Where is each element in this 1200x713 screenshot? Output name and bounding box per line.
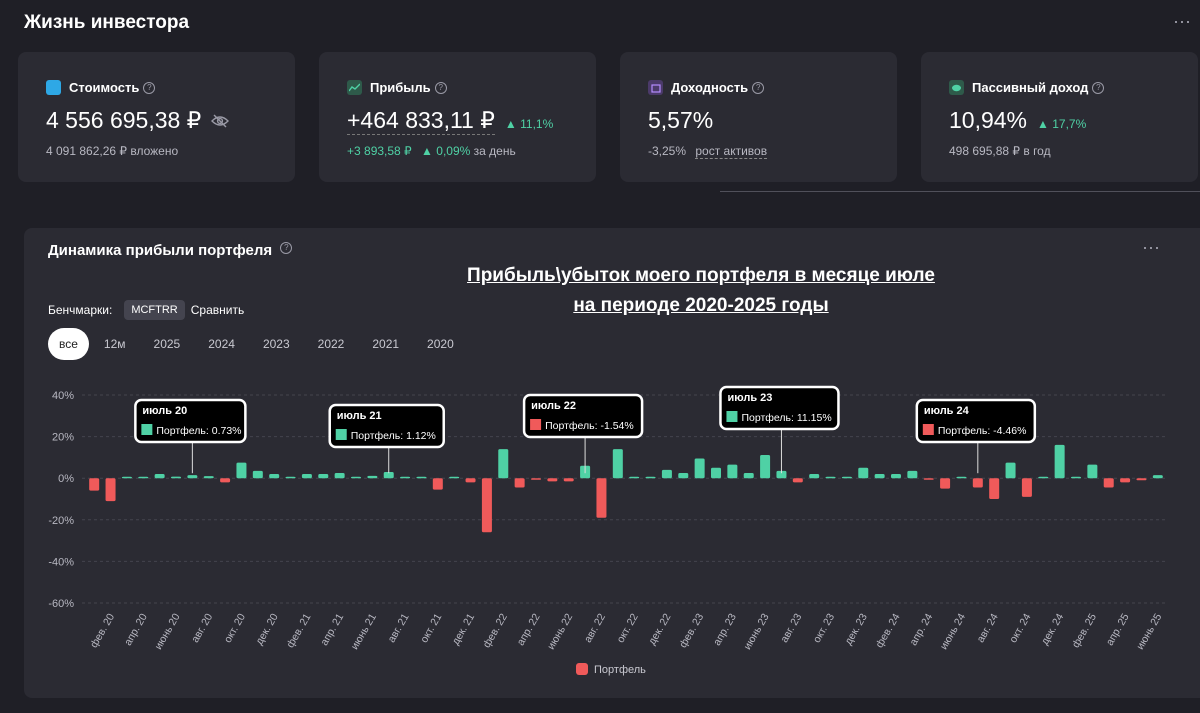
up-arrow-icon: ▲ (421, 144, 433, 158)
asset-growth-link[interactable]: рост активов (695, 144, 768, 159)
benchmark-chip[interactable]: MCFTRR (124, 300, 185, 320)
annotation: Прибыль\убыток моего портфеля в месяце и… (416, 261, 986, 321)
panel-title: Динамика прибыли портфеля (48, 242, 273, 259)
compare-button[interactable]: Сравнить (190, 303, 245, 317)
annotation-line-1: Прибыль\убыток моего портфеля в месяце и… (467, 265, 935, 286)
profit-value: +464 833,11 ₽ (347, 107, 495, 135)
card-label: Доходность (671, 80, 749, 95)
piggy-bank-icon (949, 80, 964, 95)
help-icon[interactable]: ? (280, 242, 293, 254)
benchmarks-label: Бенчмарки: (48, 303, 113, 317)
card-profit: Прибыль ? +464 833,11 ₽ ▲ 11,1% +3 893,5… (319, 52, 596, 182)
period-tab-2021[interactable]: 2021 (372, 337, 400, 351)
help-icon[interactable]: ? (752, 81, 765, 94)
wallet-icon (46, 80, 61, 95)
period-tab-2025[interactable]: 2025 (153, 337, 181, 351)
profit-delta: 11,1% (520, 117, 554, 131)
passive-income-value: 10,94% (949, 107, 1028, 133)
up-arrow-icon: ▲ (1037, 117, 1049, 131)
page-title: Жизнь инвестора (24, 12, 190, 33)
period-tab-2022[interactable]: 2022 (317, 337, 345, 351)
hide-eye-icon[interactable] (211, 114, 230, 128)
help-icon[interactable]: ? (1092, 81, 1105, 94)
day-suffix: за день (473, 144, 516, 158)
calendar-icon (648, 80, 663, 95)
card-label: Пассивный доход (972, 80, 1089, 95)
day-delta: 0,09% (436, 144, 471, 158)
card-value: Стоимость ? 4 556 695,38 ₽ 4 091 862,26 … (18, 52, 295, 182)
period-tab-2024[interactable]: 2024 (208, 337, 235, 351)
card-yield: Доходность ? 5,57% -3,25% рост активов (620, 52, 897, 182)
yield-sub-value: -3,25% (648, 144, 687, 158)
portfolio-value: 4 556 695,38 ₽ (46, 107, 202, 133)
period-tabs: все 12м 2025 2024 2023 2022 2021 2020 (48, 328, 469, 360)
up-arrow-icon: ▲ (504, 117, 517, 131)
chart-icon (347, 80, 362, 95)
panel-more-icon[interactable]: ⋯ (1142, 238, 1161, 258)
profit-dynamics-panel: Динамика прибыли портфеля ? ⋯ Прибыль\уб… (24, 228, 1200, 698)
passive-income-year: 498 695,88 ₽ в год (949, 144, 1051, 158)
period-tab-all[interactable]: все (48, 328, 89, 360)
day-profit: +3 893,58 ₽ (347, 144, 412, 158)
passive-delta: 17,7% (1052, 117, 1087, 131)
period-tab-2023[interactable]: 2023 (262, 337, 290, 351)
card-passive-income: Пассивный доход ? 10,94% ▲ 17,7% 498 695… (921, 52, 1198, 182)
help-icon[interactable]: ? (143, 81, 156, 94)
annotation-line-2: на периоде 2020-2025 годы (573, 295, 829, 316)
period-tab-2020[interactable]: 2020 (427, 337, 454, 351)
divider (720, 191, 1200, 192)
yield-value: 5,57% (648, 107, 714, 133)
period-tab-12m[interactable]: 12м (103, 337, 126, 351)
card-label: Стоимость (69, 80, 140, 95)
invested-text: 4 091 862,26 ₽ вложено (46, 144, 179, 158)
help-icon[interactable]: ? (434, 81, 447, 94)
card-label: Прибыль (370, 80, 431, 95)
more-menu-icon[interactable]: ⋯ (1173, 12, 1192, 32)
